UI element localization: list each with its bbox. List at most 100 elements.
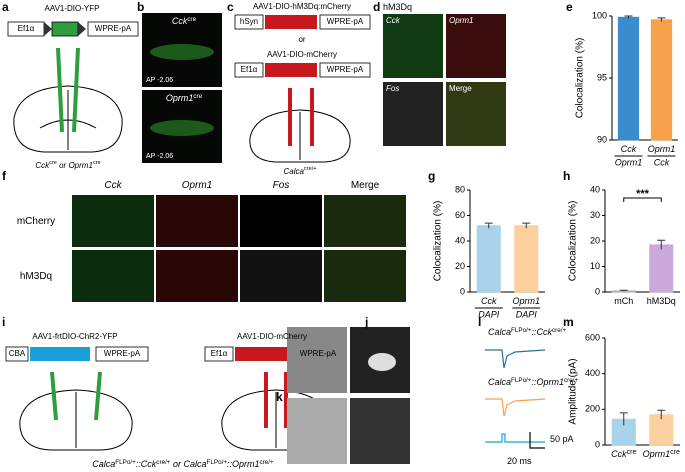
category: Oprm1 <box>643 449 671 459</box>
x-tick-sublabel: Oprm1 <box>615 157 643 167</box>
error-bar <box>619 289 628 292</box>
label: Ef1α <box>211 349 228 358</box>
label: i <box>2 315 5 329</box>
label-part: 50 pA <box>550 434 574 444</box>
y-tick-label: 100 <box>592 10 607 20</box>
label: k <box>276 390 283 404</box>
label-part: Cck <box>141 459 157 469</box>
label-part: cre/+ <box>304 166 317 172</box>
x-tick-label: Cck <box>481 296 497 306</box>
category: Cck <box>481 296 497 306</box>
bar <box>649 414 674 446</box>
y-tick-label: 200 <box>585 404 600 414</box>
label: b <box>137 0 144 14</box>
label-part: Cck <box>35 161 50 170</box>
y-axis-label: Colocalization (%) <box>433 201 444 282</box>
label: WPRE-pA <box>327 17 364 26</box>
label-part: FLPo/+ <box>511 327 532 334</box>
category-superscript: cre <box>670 449 680 456</box>
x-tick-label: hM3Dq <box>647 296 676 306</box>
label-part: h <box>563 169 570 183</box>
y-tick-label: 0 <box>595 439 600 449</box>
label-part: Oprm1 <box>68 161 92 170</box>
images-d <box>383 14 506 146</box>
label-part: cre <box>193 93 202 100</box>
error-bar <box>657 17 666 22</box>
error-bar <box>484 222 493 229</box>
label: j <box>364 315 368 329</box>
label-part: d <box>373 0 380 14</box>
label: WPRE-pA <box>95 24 132 33</box>
label: or <box>298 35 305 44</box>
label-part: Merge <box>351 180 380 191</box>
label: Merge <box>449 84 472 93</box>
label-part: j <box>364 315 368 329</box>
label-part: WPRE-pA <box>95 24 132 33</box>
label-part: cre <box>187 16 196 23</box>
x-tick-label: Oprm1 <box>648 144 676 154</box>
label-part: Oprm1 <box>537 377 565 387</box>
label-part: CBA <box>9 349 26 358</box>
label-part: m <box>563 315 574 329</box>
error-bar <box>657 409 666 420</box>
label: hM3Dq <box>383 2 412 12</box>
label: Oprm1 <box>449 16 473 25</box>
bar <box>649 244 674 293</box>
label: Cckcre <box>172 16 197 27</box>
label: c <box>227 0 234 14</box>
category-superscript: cre <box>627 449 637 456</box>
label: Cckcre or Oprm1cre <box>35 160 100 170</box>
label: AAV1-DIO-hM3Dq:mCherry <box>253 2 351 11</box>
label-part: g <box>428 169 435 183</box>
label: WPRE-pA <box>104 349 141 358</box>
y-tick-label: 95 <box>597 72 607 82</box>
label-part: FLPo/+ <box>115 459 136 466</box>
label: f <box>2 169 7 183</box>
label: Oprm1cre <box>166 93 203 104</box>
label-part: FLPo/+ <box>207 459 228 466</box>
label: AAV1-DIO-mCherry <box>237 332 307 341</box>
label-part: WPRE-pA <box>104 349 141 358</box>
label-part: f <box>2 169 7 183</box>
label-part: AAV1-DIO-YFP <box>45 4 100 13</box>
label-part: :: <box>136 459 142 469</box>
label-part: WPRE-pA <box>327 17 364 26</box>
label-part: or <box>298 35 305 44</box>
label-part: Cck <box>537 327 553 337</box>
label: Cck <box>104 180 122 191</box>
label-part: Ef1α <box>241 65 258 74</box>
y-tick-label: 20 <box>455 261 465 271</box>
label: AP -2.06 <box>146 77 173 84</box>
label-part: Calca <box>488 327 511 337</box>
y-axis-label: Amplitude (pA) <box>568 358 579 424</box>
x-tick-label: Oprm1cre <box>643 449 680 460</box>
label: AAV1-DIO-YFP <box>45 4 100 13</box>
label-part: k <box>276 390 283 404</box>
label-part: hM3Dq <box>383 2 412 12</box>
y-axis-label: Colocalization (%) <box>575 38 586 119</box>
label: 50 pA <box>550 434 574 444</box>
label-part: cre/+ <box>564 377 578 384</box>
label: CalcaFLPo/+::Cckcre/+ or CalcaFLPo/+::Op… <box>92 459 274 470</box>
x-tick-label: Cck <box>621 144 637 154</box>
label: hM3Dq <box>20 271 52 282</box>
y-tick-label: 80 <box>455 184 465 194</box>
y-tick-label: 400 <box>585 368 600 378</box>
label-part: Fos <box>273 180 290 191</box>
x-tick-sublabel: DAPI <box>478 309 500 319</box>
label-part: or <box>170 459 183 469</box>
y-tick-label: 600 <box>585 332 600 342</box>
label: Fos <box>386 84 399 93</box>
label: WPRE-pA <box>300 349 337 358</box>
label: Merge <box>351 180 380 191</box>
label-part: c <box>227 0 234 14</box>
category: hM3Dq <box>647 296 676 306</box>
label-part: or <box>57 161 69 170</box>
label-part: Cck <box>104 180 122 191</box>
y-tick-label: 30 <box>590 210 600 220</box>
label: Ef1α <box>241 65 258 74</box>
label-part: hSyn <box>240 17 258 26</box>
label-part: AP -2.06 <box>146 77 173 84</box>
label-part: 20 ms <box>507 456 532 466</box>
